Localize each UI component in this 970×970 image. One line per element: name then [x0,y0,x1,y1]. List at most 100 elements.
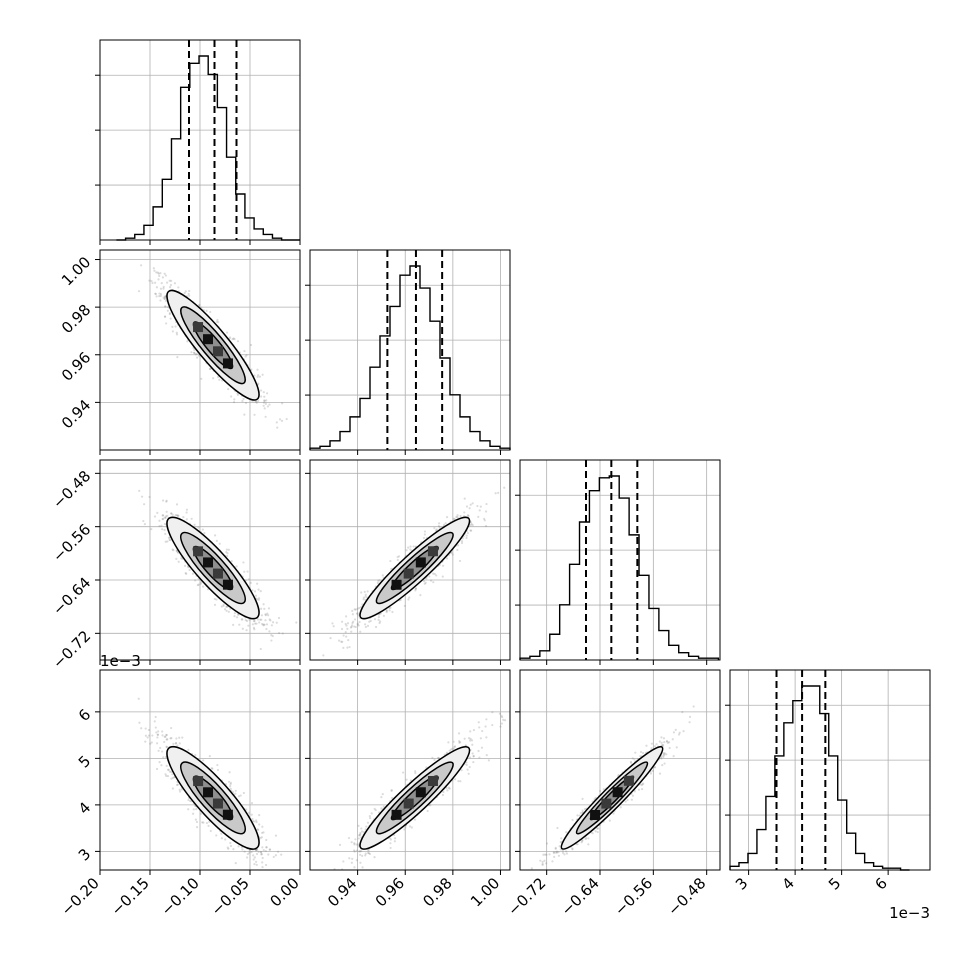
scatter-point [358,620,361,624]
scatter-point [322,654,325,657]
scatter-point [161,518,165,521]
scatter-point [263,607,266,610]
x-tick-label: 3 [732,874,751,893]
scatter-point [353,618,357,621]
scatter-point [269,619,272,622]
scatter-point [225,550,228,554]
scatter-point [183,291,186,295]
scatter-point [441,564,445,567]
scatter-point [190,517,193,520]
scatter-point [178,790,182,793]
scatter-point [362,596,365,599]
scatter-point [252,626,256,629]
scatter-point [351,613,354,616]
scatter-point [471,524,474,527]
scatter-point [192,351,196,354]
scatter-point [437,524,440,528]
scatter-point [270,639,273,642]
scatter-point [433,527,436,530]
scatter-point [175,331,178,334]
scatter-point [477,515,480,519]
hist-panel-1 [305,249,511,455]
scatter-point [342,634,345,637]
scatter-point [195,352,198,356]
scatter-point [264,415,267,418]
scatter-point [412,545,415,548]
scatter-point [163,315,167,318]
scatter-point [164,305,167,308]
scatter-point [260,836,263,839]
scatter-point [213,534,217,537]
scatter-point [175,514,179,517]
scatter-point [262,603,265,606]
scatter-point [165,322,168,325]
scatter-point [435,528,438,531]
scatter-point [161,734,164,737]
x-tick-label: 0.00 [266,874,302,910]
scatter-point [215,539,218,542]
scatter-point [451,553,454,556]
scatter-point [250,801,254,805]
scatter-point [159,293,163,296]
scatter-point [348,645,351,649]
scatter-point [260,395,263,398]
scatter-point [351,621,354,625]
scatter-point [236,340,240,343]
scatter-point [277,616,281,620]
scatter-point [463,511,466,514]
scatter-point [156,271,159,274]
scatter-point [346,627,349,630]
scatter-point [391,610,394,614]
scatter-point [237,613,240,616]
plot-area [138,489,298,651]
scatter-point [258,621,261,624]
scatter-point [161,514,164,517]
scatter-point [484,510,488,513]
scatter-point [497,491,500,494]
scatter-point [158,295,161,298]
density-cell [222,579,233,590]
scatter-point [175,503,179,506]
scatter-point [200,377,203,380]
scatter-point [202,759,205,762]
scatter-point [229,787,232,790]
axes-frame [99,459,301,661]
scatter-point [255,848,259,852]
scatter-point [230,559,233,563]
scatter-point [357,624,360,627]
scatter-point [222,603,225,606]
scatter-point [353,625,356,628]
scatter-point [170,279,173,283]
scatter-point [158,525,161,528]
scatter-point [162,296,165,299]
x-tick-label: −0.05 [208,874,253,919]
scatter-point [389,606,392,609]
scatter-point [212,377,215,380]
scatter-point [456,516,459,519]
scatter-point [201,528,204,531]
scatter-point [148,279,151,282]
scatter-point [276,426,279,429]
scatter-point [226,846,229,849]
scatter-point [255,401,258,404]
scatter-point [166,540,169,543]
scatter-point [154,292,158,296]
scatter-point [155,295,158,298]
scatter-point [445,516,449,519]
scatter-point [171,325,174,329]
scatter-point [171,548,174,551]
scatter-point [346,646,349,649]
scatter-point [378,621,381,625]
density-cell [203,557,214,568]
scatter-point [164,299,168,303]
scatter-point [424,581,427,584]
scatter-point [465,505,469,508]
scatter-point [476,504,479,508]
scatter-point [251,817,254,821]
scatter-point [165,500,168,503]
scatter-point [207,824,210,827]
scatter-point [340,627,344,631]
scatter-point [261,831,264,835]
scatter-point [271,634,274,638]
scatter-point [232,401,236,404]
